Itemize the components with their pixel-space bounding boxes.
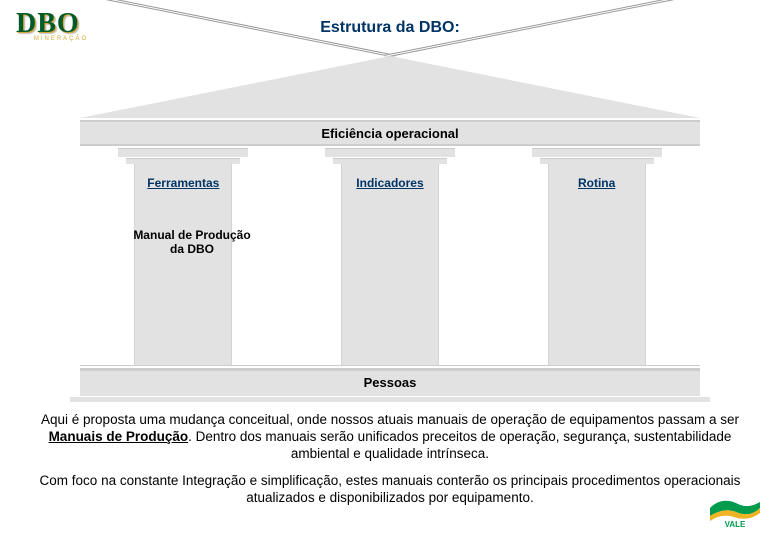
column-label: Indicadores: [356, 176, 423, 190]
temple-base-step: [70, 396, 710, 402]
page-title: Estrutura da DBO:: [16, 19, 764, 37]
dbo-logo: DBO MINERAÇÃO: [16, 8, 106, 48]
temple-base: Pessoas: [80, 366, 700, 396]
column-shaft: [341, 164, 439, 366]
column-shaft: [548, 164, 646, 366]
temple-columns: Ferramentas Indicadores Rotina: [80, 148, 700, 366]
temple-diagram: Eficiência operacional Ferramentas Indic…: [80, 56, 700, 396]
entablature-label: Eficiência operacional: [321, 126, 458, 141]
column-capital: [325, 148, 455, 158]
column-label: Rotina: [578, 176, 615, 190]
vale-logo: VALE: [708, 494, 762, 528]
body-text: Aqui é proposta uma mudança conceitual, …: [36, 412, 744, 506]
column-rotina: Rotina: [532, 148, 662, 366]
column-ferramentas: Ferramentas: [118, 148, 248, 366]
p1-emphasis: Manuais de Produção: [49, 429, 189, 444]
vale-logo-text: VALE: [725, 520, 746, 528]
temple-pediment: [80, 56, 700, 118]
p1-part-a: Aqui é proposta uma mudança conceitual, …: [41, 412, 739, 427]
header: DBO MINERAÇÃO Estrutura da DBO:: [0, 0, 780, 48]
column-indicadores: Indicadores: [325, 148, 455, 366]
manual-line1: Manual de Produção: [112, 228, 272, 242]
column-capital: [532, 148, 662, 158]
temple-entablature: Eficiência operacional: [80, 118, 700, 148]
paragraph-1: Aqui é proposta uma mudança conceitual, …: [36, 412, 744, 463]
column-label: Ferramentas: [147, 176, 219, 190]
manual-line2: da DBO: [112, 242, 272, 256]
vale-logo-svg: VALE: [708, 494, 762, 528]
paragraph-2: Com foco na constante Integração e simpl…: [36, 473, 744, 507]
manual-callout: Manual de Produção da DBO: [112, 228, 272, 256]
p1-part-b: . Dentro dos manuais serão unificados pr…: [188, 429, 731, 461]
column-capital: [118, 148, 248, 158]
base-label: Pessoas: [364, 375, 417, 390]
column-shaft: [134, 164, 232, 366]
